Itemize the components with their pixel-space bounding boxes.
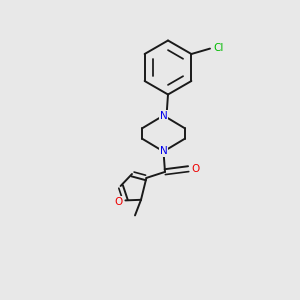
Text: O: O (192, 164, 200, 174)
Text: Cl: Cl (213, 43, 224, 53)
Text: N: N (160, 110, 167, 121)
Text: O: O (115, 197, 123, 207)
Text: N: N (160, 146, 167, 157)
